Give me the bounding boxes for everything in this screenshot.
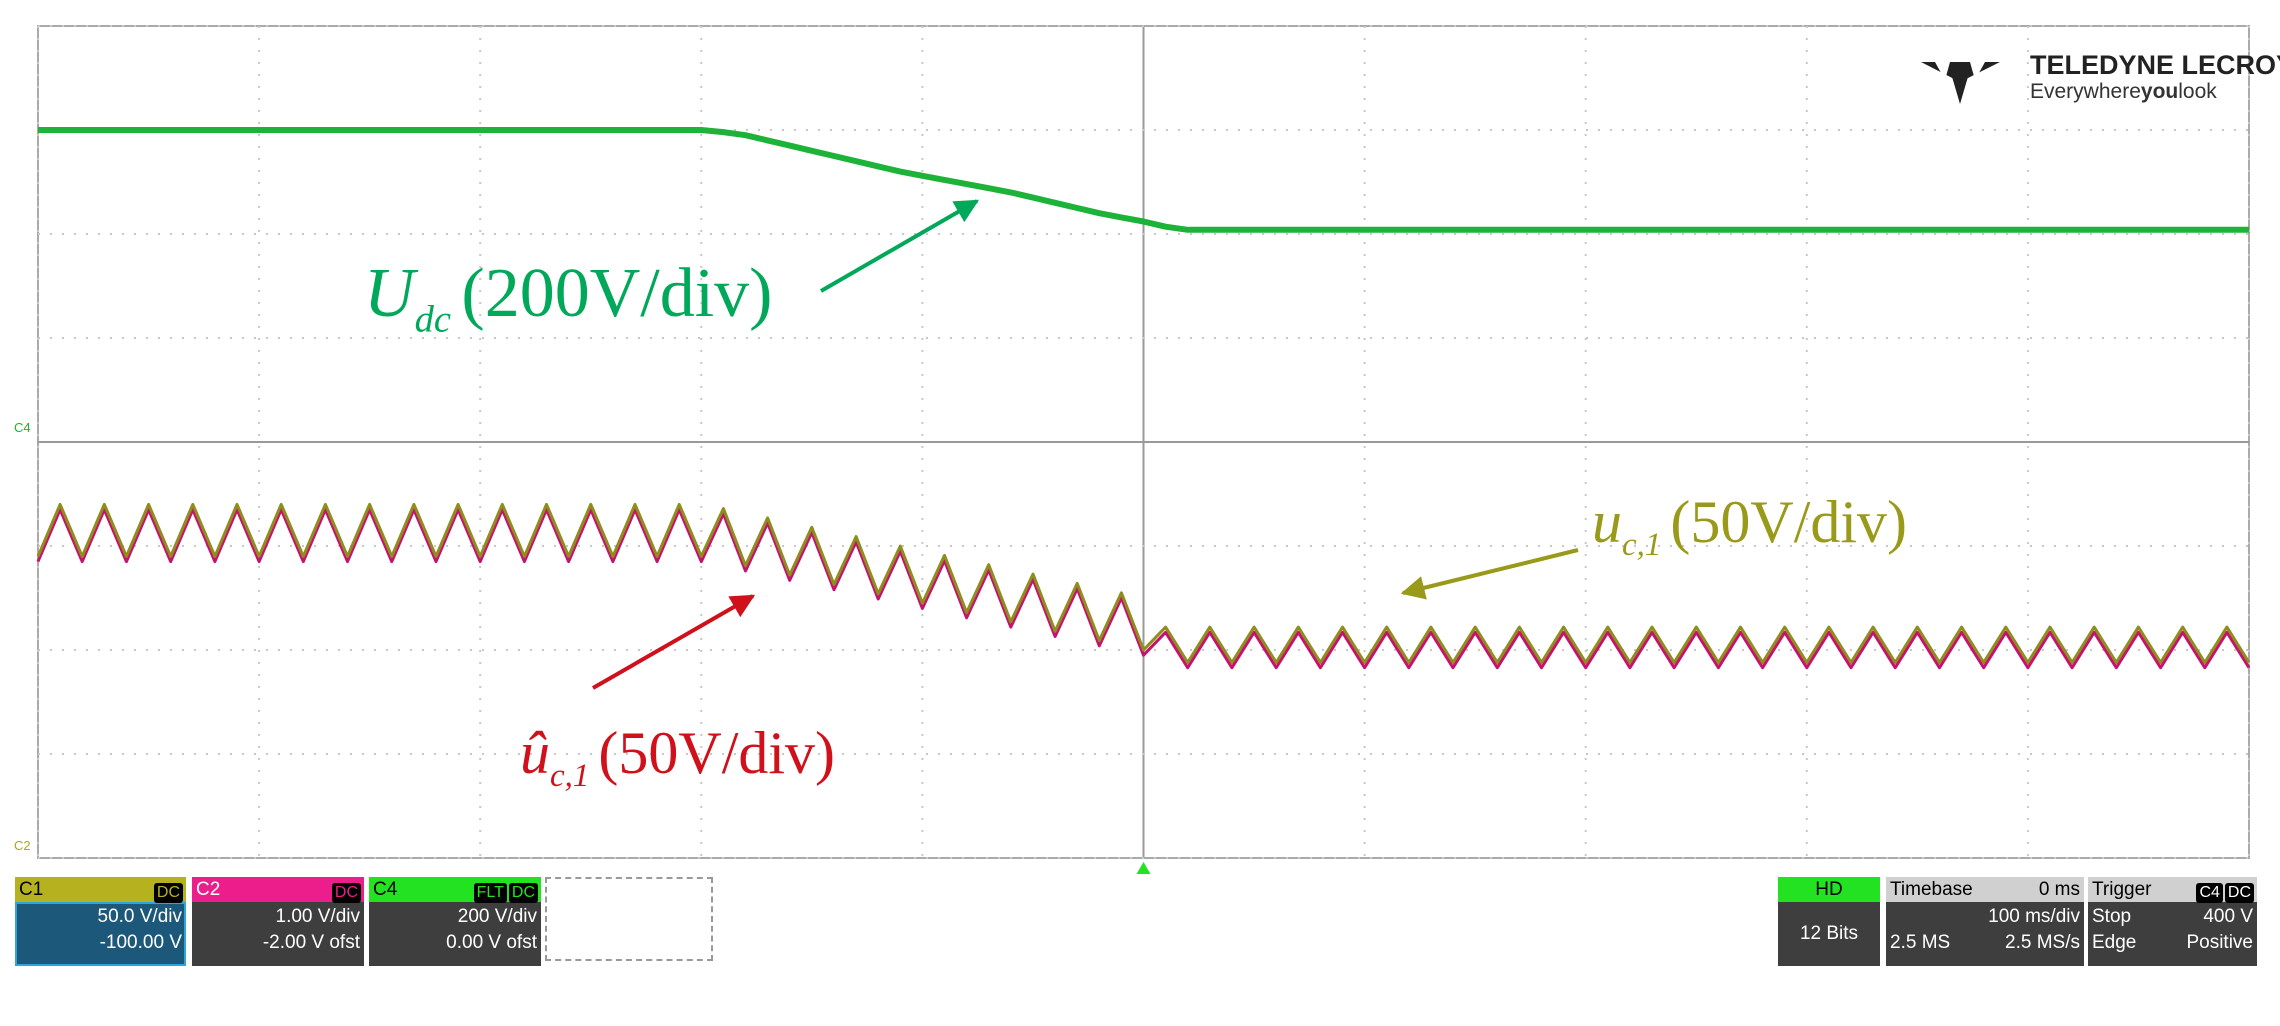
offset: 0.00 V ofst (446, 932, 537, 953)
trace (38, 127, 2249, 233)
annotation-text: (200V/div) (461, 255, 772, 332)
annotation-subscript: dc (415, 298, 451, 340)
trace (36, 508, 2251, 670)
annotation-text: (50V/div) (598, 720, 835, 786)
trigger-marker (1136, 862, 1151, 874)
channel-header: C2 DC (192, 877, 364, 903)
channel-box[interactable]: C2 DC 1.00 V/div -2.00 V ofst (192, 877, 364, 966)
annotation-arrow (592, 594, 756, 690)
hd-label: HD (1778, 877, 1880, 902)
scale: 1.00 V/div (275, 906, 361, 927)
trigger-box[interactable]: Trigger C4 DC Stop 400 V Edge Positive (2088, 877, 2257, 966)
offset: -2.00 V ofst (262, 932, 360, 953)
trigger-level: 400 V (2203, 906, 2253, 927)
logo-mark (1970, 62, 1985, 80)
annotation-arrow (1400, 548, 1579, 600)
channel-label: C4 (373, 879, 398, 900)
logo-tagline: Everywhereyoulook (2030, 80, 2217, 103)
timebase-box[interactable]: Timebase 0 ms 100 ms/div 2.5 MS 2.5 MS/s (1886, 877, 2084, 966)
channel-body: 50.0 V/div -100.00 V (15, 902, 186, 966)
hd-box[interactable]: HD 12 Bits (1778, 877, 1880, 966)
logo-mark (1950, 70, 1970, 104)
offset: -100.00 V (99, 932, 182, 953)
scale: 200 V/div (457, 906, 537, 927)
trigger-row: Edge Positive (2092, 930, 2253, 956)
trigger-row: Stop 400 V (2092, 904, 2253, 930)
channel-header: C1 DC (15, 877, 186, 903)
badge: DC (153, 883, 183, 903)
logo-mark (1935, 62, 1950, 80)
timebase-row: 2.5 MS 2.5 MS/s (1890, 930, 2080, 956)
annotation-symbol: U (364, 255, 419, 332)
rate: 2.5 MS/s (2005, 932, 2080, 953)
timebase-delay: 0 ms (2038, 879, 2080, 900)
annotation-symbol: u (1592, 489, 1622, 555)
timebase-scale: 100 ms/div (1988, 906, 2080, 927)
badge: C4 (2196, 883, 2223, 903)
logo-brand: TELEDYNE LECROY (2030, 50, 2280, 80)
samples: 2.5 MS (1890, 932, 1951, 953)
trigger-kind: Edge (2092, 932, 2137, 953)
timebase-header: Timebase 0 ms (1886, 877, 2084, 902)
channel-label: C2 (196, 879, 221, 900)
trigger-slope: Positive (2186, 932, 2253, 953)
trigger-body: Stop 400 V Edge Positive (2088, 902, 2257, 966)
timebase-body: 100 ms/div 2.5 MS 2.5 MS/s (1886, 902, 2084, 966)
timebase-label: Timebase (1890, 879, 1973, 900)
trigger-header: Trigger C4 DC (2088, 877, 2257, 903)
annotation-arrow (820, 199, 980, 293)
channel-box[interactable]: C4 FLT DC 200 V/div 0.00 V ofst (369, 877, 541, 966)
annotation-symbol: û (520, 720, 550, 786)
annotation: uc,1 (50V/div) (1592, 489, 1907, 563)
tagline: you (2141, 80, 2178, 103)
trace (36, 502, 2251, 664)
channel-header: C4 FLT DC (369, 877, 541, 903)
channel-body: 1.00 V/div -2.00 V ofst (192, 902, 364, 966)
annotation: ûc,1 (50V/div) (520, 720, 835, 794)
empty-slot[interactable] (545, 877, 713, 961)
annotation-subscript: c,1 (550, 758, 589, 794)
badge: FLT (473, 883, 507, 903)
logo: TELEDYNE LECROY Everywhereyoulook (1921, 50, 2280, 104)
channel-box[interactable]: C1 DC 50.0 V/div -100.00 V (15, 877, 186, 966)
channel-marker: C4 (14, 420, 31, 435)
annotation-text: (50V/div) (1670, 489, 1907, 555)
annotation: Udc (200V/div) (364, 255, 772, 340)
hd-bits: 12 Bits (1778, 902, 1880, 966)
trigger-mode: Stop (2092, 906, 2132, 927)
channel-body: 200 V/div 0.00 V ofst (369, 902, 541, 966)
tagline: Everywhere (2030, 80, 2141, 103)
badge: DC (331, 883, 361, 903)
channel-label: C1 (19, 879, 44, 900)
badge: DC (2224, 883, 2254, 903)
trigger-label: Trigger (2092, 879, 2152, 900)
tagline: look (2178, 80, 2217, 103)
channel-marker: C2 (14, 838, 31, 853)
annotation-subscript: c,1 (1622, 527, 1661, 563)
scale: 50.0 V/div (97, 906, 183, 927)
badge: DC (508, 883, 538, 903)
